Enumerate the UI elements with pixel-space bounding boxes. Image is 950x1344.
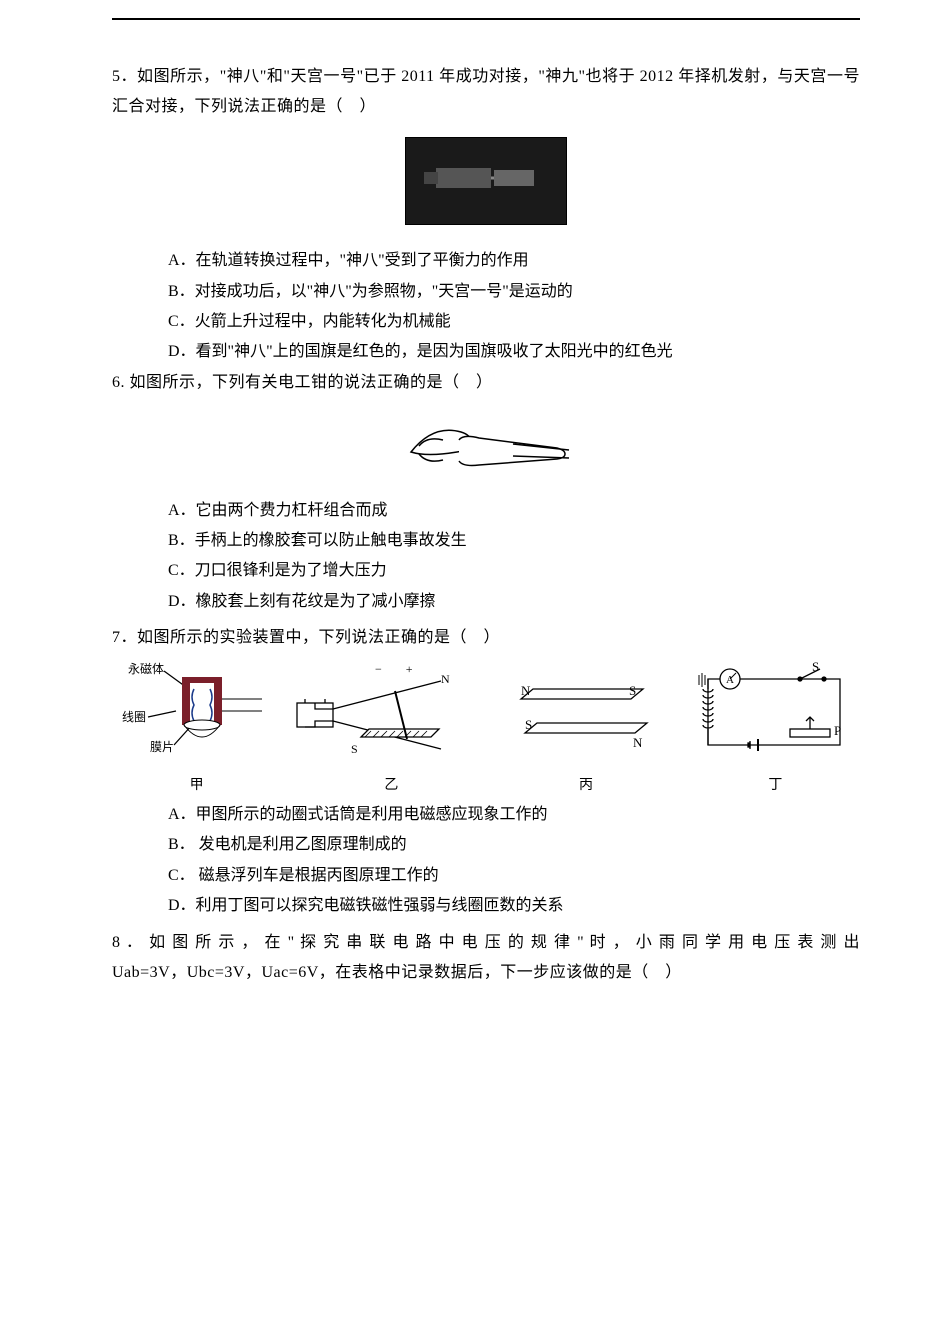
label-slider-p: P [834, 723, 841, 738]
q7-option-b: B． 发电机是利用乙图原理制成的 [168, 830, 860, 860]
label-diaphragm: 膜片 [150, 740, 174, 754]
q7-figure-row: 永磁体 线圈 膜片 [102, 659, 870, 800]
q8-stem: 8 ． 如 图 所 示 ， 在 " 探 究 串 联 电 路 中 电 压 的 规 … [112, 928, 860, 989]
q7-diagram-yi: − + N S 乙 [291, 659, 491, 800]
q7-option-a: A．甲图所示的动圈式话筒是利用电磁感应现象工作的 [168, 800, 860, 830]
label-s1: S [629, 683, 636, 698]
q6-figure [112, 412, 860, 485]
label-n2: N [633, 735, 643, 750]
q7-caption-bing: 丙 [491, 773, 680, 800]
q7-diagram-ding: S P A 丁 [681, 659, 870, 800]
svg-text:A: A [726, 674, 734, 686]
label-coil: 线圈 [122, 710, 146, 724]
q5-option-d: D．看到"神八"上的国旗是红色的，是因为国旗吸收了太阳光中的红色光 [168, 337, 860, 367]
label-south: S [351, 742, 358, 756]
q5-option-b: B．对接成功后，以"神八"为参照物，"天宫一号"是运动的 [168, 277, 860, 307]
q7-caption-ding: 丁 [681, 773, 870, 800]
q7-caption-yi: 乙 [291, 773, 491, 800]
q7-diagram-jia: 永磁体 线圈 膜片 [102, 659, 291, 800]
q5-option-c: C．火箭上升过程中，内能转化为机械能 [168, 307, 860, 337]
q5-option-a: A．在轨道转换过程中，"神八"受到了平衡力的作用 [168, 246, 860, 276]
spacecraft-docking-photo [405, 137, 567, 225]
q6-stem: 6. 如图所示，下列有关电工钳的说法正确的是（ ） [112, 368, 860, 398]
q7-option-d: D．利用丁图可以探究电磁铁磁性强弱与线圈匝数的关系 [168, 891, 860, 921]
q7-diagram-bing: N S S N 丙 [491, 659, 680, 800]
label-switch-s: S [812, 659, 819, 674]
pliers-sketch [401, 412, 571, 474]
q7-caption-jia: 甲 [102, 773, 291, 800]
q5-stem: 5．如图所示，"神八"和"天宫一号"已于 2011 年成功对接，"神九"也将于 … [112, 62, 860, 123]
label-n1: N [521, 683, 531, 698]
q7-stem: 7．如图所示的实验装置中，下列说法正确的是（ ） [112, 623, 860, 653]
q6-option-d: D．橡胶套上刻有花纹是为了减小摩擦 [168, 587, 860, 617]
label-north: N [441, 672, 450, 686]
q5-figure [112, 137, 860, 236]
top-rule [112, 18, 860, 20]
q6-option-c: C．刀口很锋利是为了增大压力 [168, 556, 860, 586]
q6-option-a: A．它由两个费力杠杆组合而成 [168, 496, 860, 526]
q6-option-b: B．手柄上的橡胶套可以防止触电事故发生 [168, 526, 860, 556]
label-minus: − + [375, 662, 413, 676]
q7-option-c: C． 磁悬浮列车是根据丙图原理工作的 [168, 861, 860, 891]
label-s2: S [525, 717, 532, 732]
label-magnet: 永磁体 [128, 661, 164, 676]
